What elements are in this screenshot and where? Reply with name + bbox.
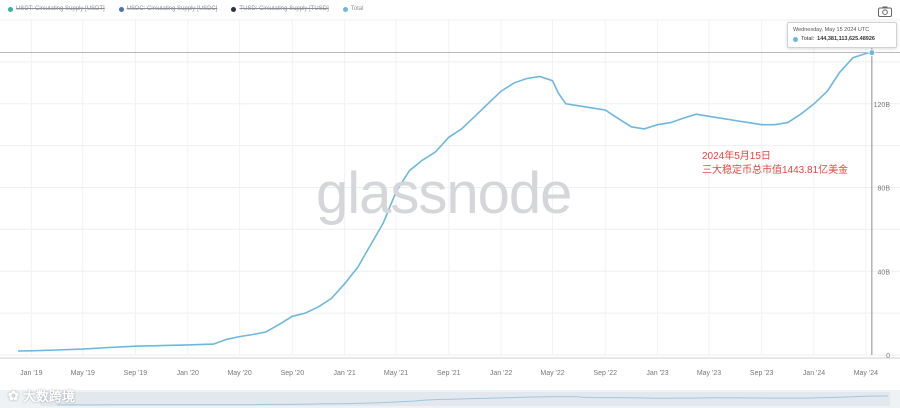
x-tick-label: May '21 <box>384 370 408 377</box>
hover-point <box>868 49 876 57</box>
y-tick-label: 120B <box>874 102 891 109</box>
legend-item-tusd[interactable]: TUSD: Circulating Supply [TUSD] <box>231 6 329 12</box>
tooltip-date: Wednesday, May 15 2024 UTC <box>793 27 870 33</box>
annotation-line-1: 2024年5月15日 <box>702 151 771 162</box>
legend-item-usdt[interactable]: USDT: Circulating Supply [USDT] <box>8 6 105 12</box>
y-tick-label: 0 <box>886 353 890 360</box>
grid-lines <box>0 19 900 359</box>
camera-icon[interactable] <box>878 6 892 17</box>
legend-label: TUSD: Circulating Supply [TUSD] <box>239 6 329 12</box>
tooltip-value: 144,381,113,625.48926 <box>817 36 875 42</box>
navigator-series-line <box>57 395 888 406</box>
legend-item-total[interactable]: Total <box>342 6 364 12</box>
y-tick-label: 80B <box>878 186 891 193</box>
x-tick-label: May '24 <box>854 370 878 377</box>
x-tick-label: Jan '21 <box>333 370 355 377</box>
legend-swatch <box>342 6 348 12</box>
x-tick-label: May '23 <box>697 370 721 377</box>
tooltip-row: Total: 144,381,113,625.48926 <box>793 36 875 42</box>
y-tick-label: 40B <box>878 269 891 276</box>
series-line-total[interactable] <box>17 51 873 352</box>
legend-label: USDT: Circulating Supply [USDT] <box>16 6 105 12</box>
x-tick-label: May '19 <box>71 370 95 377</box>
legend: USDT: Circulating Supply [USDT] USDC: Ci… <box>8 6 363 12</box>
x-tick-label: Sep '23 <box>750 370 774 377</box>
legend-swatch <box>231 6 237 12</box>
y-axis: 0 40B 80B 120B <box>874 102 891 360</box>
brand-mark-icon: ✿ <box>8 387 19 403</box>
x-tick-label: Jan '19 <box>20 370 42 377</box>
x-tick-label: Jan '24 <box>803 370 825 377</box>
hover-tooltip: Wednesday, May 15 2024 UTC Total: 144,38… <box>787 22 897 48</box>
annotation-line-2: 三大稳定币总市值1443.81亿美金 <box>702 165 849 176</box>
legend-label: Total <box>350 6 364 12</box>
x-tick-label: May '20 <box>227 370 251 377</box>
tooltip-swatch <box>793 36 798 42</box>
x-tick-label: Jan '23 <box>646 370 668 377</box>
legend-swatch <box>8 6 13 12</box>
brand-logo: ✿ 大数跨境 <box>8 386 75 405</box>
range-navigator[interactable] <box>0 390 900 408</box>
x-tick-label: Sep '21 <box>437 370 461 377</box>
x-tick-label: Jan '20 <box>177 370 199 377</box>
annotation: 2024年5月15日 三大稳定币总市值1443.81亿美金 <box>702 150 848 178</box>
x-tick-label: Sep '19 <box>124 370 148 377</box>
tooltip-series-label: Total: <box>801 36 815 42</box>
legend-item-usdc[interactable]: USDC: Circulating Supply [USDC] <box>118 6 218 12</box>
watermark-logo: glassnode <box>316 161 572 226</box>
x-axis: Jan '19 May '19 Sep '19 Jan '20 May '20 Sep '… <box>20 370 878 377</box>
legend-label: USDC: Circulating Supply [USDC] <box>126 6 218 12</box>
x-tick-label: Sep '20 <box>281 370 305 377</box>
legend-swatch <box>118 6 124 12</box>
x-tick-label: Sep '22 <box>593 370 617 377</box>
x-tick-label: Jan '22 <box>490 370 512 377</box>
x-tick-label: May '22 <box>540 370 564 377</box>
brand-name: 大数跨境 <box>22 389 75 404</box>
